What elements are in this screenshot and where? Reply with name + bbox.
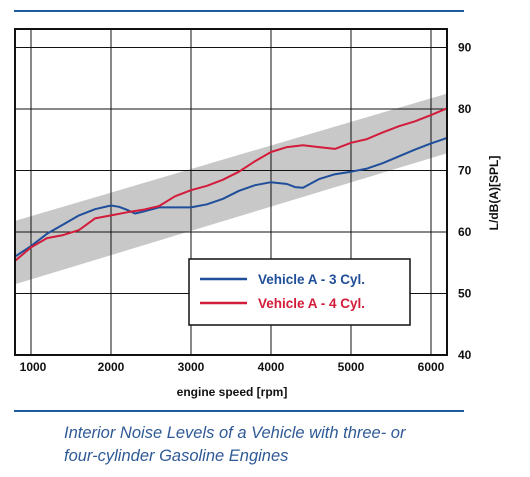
- series-layer: [14, 107, 448, 262]
- x-tick-label: 5000: [338, 360, 365, 374]
- series-line-4-cyl: [14, 107, 448, 262]
- x-tick-label: 3000: [178, 360, 205, 374]
- x-tick-label: 2000: [98, 360, 125, 374]
- figure-caption: Interior Noise Levels of a Vehicle with …: [64, 422, 504, 468]
- caption-line-1: Interior Noise Levels of a Vehicle with …: [64, 424, 406, 442]
- x-tick-label: 1000: [20, 360, 47, 374]
- series-line-3-cyl: [14, 136, 448, 258]
- x-axis-label: engine speed [rpm]: [177, 385, 288, 399]
- x-tick-labels: 1000 2000 3000 4000 5000 6000: [20, 360, 445, 374]
- legend-label-3-cyl: Vehicle A - 3 Cyl.: [258, 272, 365, 287]
- y-tick-labels: 40 50 60 70 80 90: [458, 40, 472, 362]
- legend: Vehicle A - 3 Cyl. Vehicle A - 4 Cyl.: [188, 258, 411, 326]
- legend-box: [188, 258, 411, 326]
- plot-frame: [14, 28, 448, 356]
- y-tick-label: 50: [458, 286, 472, 300]
- y-tick-label: 70: [458, 163, 472, 177]
- x-tick-label: 6000: [418, 360, 445, 374]
- x-tick-label: 4000: [258, 360, 285, 374]
- y-axis-label: L/dB(A)[SPL]: [487, 156, 501, 231]
- noise-chart: 1000 2000 3000 4000 5000 6000 40 50 60 70 80 90 en…: [14, 28, 501, 399]
- caption-line-2: four-cylinder Gasoline Engines: [64, 447, 289, 465]
- legend-label-4-cyl: Vehicle A - 4 Cyl.: [258, 296, 365, 311]
- tolerance-band: [15, 93, 447, 285]
- y-tick-label: 60: [458, 225, 472, 239]
- y-tick-label: 40: [458, 348, 472, 362]
- bottom-rule: [14, 410, 464, 412]
- y-tick-label: 90: [458, 40, 472, 54]
- y-tick-label: 80: [458, 102, 472, 116]
- band-layer: [15, 93, 447, 285]
- top-rule: [14, 10, 464, 12]
